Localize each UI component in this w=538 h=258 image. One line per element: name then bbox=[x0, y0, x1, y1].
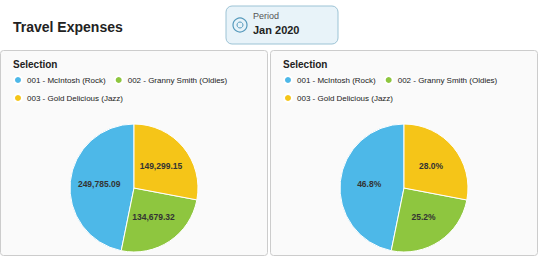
svg-text:Travel Expenses: Travel Expenses bbox=[13, 19, 123, 35]
svg-text:002 - Granny Smith (Oldies): 002 - Granny Smith (Oldies) bbox=[398, 76, 498, 85]
svg-text:001 - McIntosh (Rock): 001 - McIntosh (Rock) bbox=[297, 76, 376, 85]
svg-text:249,785.09: 249,785.09 bbox=[78, 179, 121, 189]
svg-text:003 - Gold Delicious (Jazz): 003 - Gold Delicious (Jazz) bbox=[297, 94, 393, 103]
svg-text:Jan 2020: Jan 2020 bbox=[253, 24, 299, 36]
svg-text:Selection: Selection bbox=[283, 59, 327, 70]
svg-text:46.8%: 46.8% bbox=[357, 179, 382, 189]
svg-text:Period: Period bbox=[253, 11, 279, 21]
svg-text:002 - Granny Smith (Oldies): 002 - Granny Smith (Oldies) bbox=[128, 76, 228, 85]
svg-text:Selection: Selection bbox=[13, 59, 57, 70]
svg-text:001 - McIntosh (Rock): 001 - McIntosh (Rock) bbox=[27, 76, 106, 85]
svg-text:134,679.32: 134,679.32 bbox=[132, 212, 175, 222]
svg-text:25.2%: 25.2% bbox=[411, 212, 436, 222]
svg-text:28.0%: 28.0% bbox=[419, 161, 444, 171]
svg-text:149,299.15: 149,299.15 bbox=[140, 161, 183, 171]
svg-text:003 - Gold Delicious (Jazz): 003 - Gold Delicious (Jazz) bbox=[27, 94, 123, 103]
